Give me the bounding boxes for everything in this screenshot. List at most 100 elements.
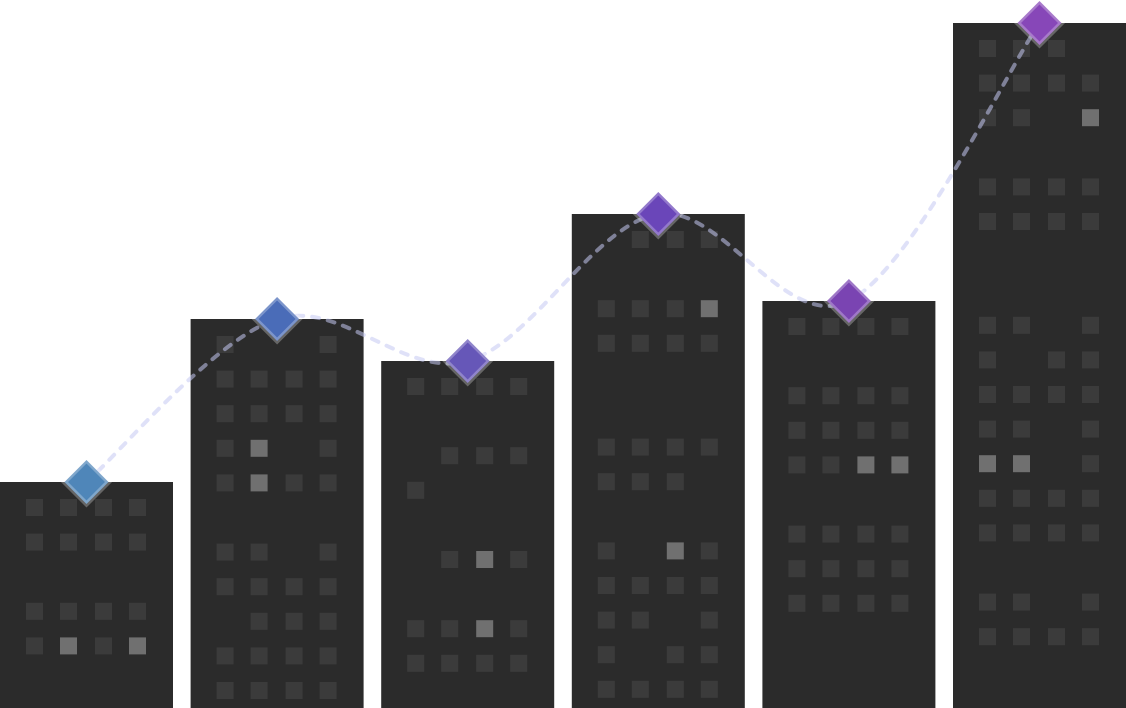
window: [700, 646, 718, 664]
markers: [60, 0, 1066, 508]
window: [441, 620, 459, 638]
window: [857, 421, 875, 439]
window: [60, 637, 77, 655]
window: [1048, 351, 1065, 369]
window: [250, 474, 268, 492]
window: [979, 386, 996, 403]
window: [979, 178, 996, 196]
window: [1082, 593, 1099, 611]
window: [979, 351, 996, 369]
window: [407, 378, 425, 395]
window: [891, 421, 909, 439]
window: [1082, 489, 1099, 507]
window: [597, 680, 615, 698]
window: [891, 456, 909, 474]
window: [250, 543, 268, 561]
window: [1013, 420, 1030, 438]
window: [1013, 593, 1030, 611]
window: [700, 438, 718, 456]
window: [1048, 489, 1065, 507]
window: [700, 334, 718, 352]
window: [788, 387, 806, 405]
window: [1048, 386, 1065, 403]
window: [285, 647, 303, 665]
window: [319, 682, 337, 699]
window: [631, 473, 649, 491]
window: [1048, 524, 1065, 542]
window: [1048, 178, 1065, 196]
window: [979, 74, 996, 92]
window: [1013, 489, 1030, 507]
window: [666, 231, 684, 248]
marker: [60, 456, 113, 508]
window: [510, 654, 528, 672]
window: [1013, 40, 1030, 57]
window: [285, 370, 303, 388]
window: [822, 456, 840, 474]
trend-line: [84, 21, 1042, 484]
window: [1082, 74, 1099, 92]
window: [822, 594, 840, 612]
marker: [823, 275, 875, 327]
window: [788, 421, 806, 439]
window: [597, 646, 615, 664]
marker: [1013, 0, 1066, 49]
window: [979, 593, 996, 611]
window: [857, 387, 875, 405]
windows: [26, 40, 1099, 699]
window: [631, 231, 649, 248]
window: [216, 370, 234, 388]
window: [95, 533, 112, 551]
window: [285, 405, 303, 423]
window: [60, 499, 77, 516]
window: [216, 647, 234, 665]
window: [441, 551, 459, 568]
window: [407, 481, 425, 499]
window: [891, 387, 909, 405]
window: [891, 594, 909, 612]
window: [319, 370, 337, 388]
window: [1048, 40, 1065, 57]
window: [979, 489, 996, 507]
window: [1082, 213, 1099, 230]
window: [857, 456, 875, 474]
window: [250, 578, 268, 596]
window: [857, 560, 875, 578]
window: [510, 620, 528, 638]
window: [979, 524, 996, 542]
window: [1082, 628, 1099, 646]
window: [319, 543, 337, 561]
window: [1013, 109, 1030, 127]
building: [762, 301, 936, 708]
window: [407, 620, 425, 638]
window: [666, 473, 684, 491]
window: [1013, 628, 1030, 646]
window: [857, 525, 875, 543]
window: [597, 473, 615, 491]
window: [216, 474, 234, 492]
window: [891, 525, 909, 543]
window: [857, 318, 875, 335]
window: [129, 602, 146, 620]
window: [26, 602, 43, 620]
window: [979, 455, 996, 473]
window: [476, 654, 494, 672]
window: [510, 551, 528, 568]
window: [822, 318, 840, 335]
window: [510, 447, 528, 465]
building: [190, 319, 364, 708]
window: [631, 300, 649, 318]
window: [285, 578, 303, 596]
window: [95, 637, 112, 655]
window: [666, 646, 684, 664]
window: [216, 543, 234, 561]
window: [441, 447, 459, 465]
window: [250, 370, 268, 388]
window: [979, 40, 996, 57]
marker: [442, 335, 494, 387]
window: [407, 654, 425, 672]
window: [788, 318, 806, 335]
window: [476, 551, 494, 568]
window: [250, 612, 268, 630]
window: [250, 682, 268, 699]
